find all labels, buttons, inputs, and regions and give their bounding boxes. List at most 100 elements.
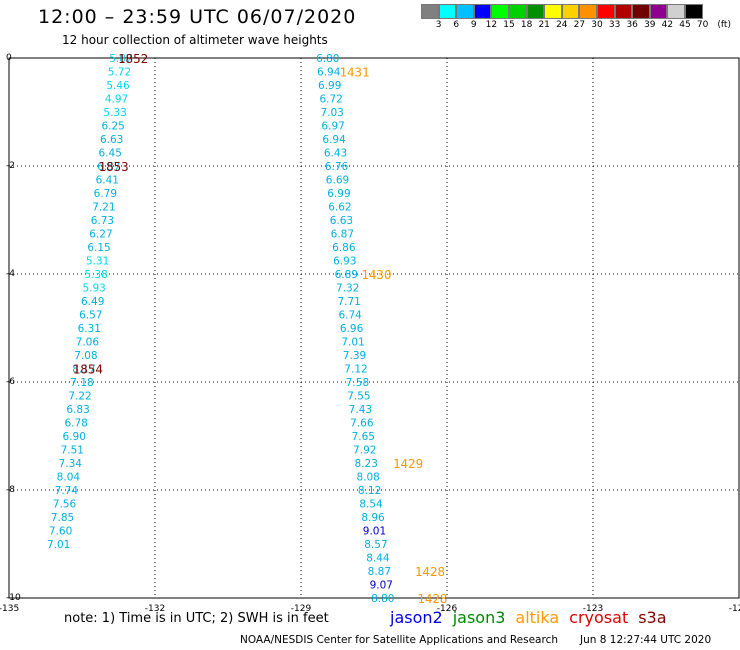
legend-label: 12 xyxy=(485,20,498,30)
wave-height-label: 7.55 xyxy=(347,391,370,403)
map-grid xyxy=(9,58,739,598)
wave-height-label: 7.60 xyxy=(49,526,72,538)
wave-height-label: 6.78 xyxy=(64,418,87,430)
wave-height-label: 6.83 xyxy=(66,404,89,416)
legend-swatch xyxy=(649,4,668,19)
map-subtitle: 12 hour collection of altimeter wave hei… xyxy=(62,33,328,47)
legend-swatch xyxy=(544,4,562,19)
pass-time-label: 1852 xyxy=(118,51,148,66)
footer-timestamp: Jun 8 12:27:44 UTC 2020 xyxy=(580,634,712,646)
x-tick-label: -126 xyxy=(437,604,458,614)
wave-height-label: 8.12 xyxy=(358,485,381,497)
legend-swatch xyxy=(632,4,650,19)
satellite-jason2: jason2 xyxy=(390,608,443,627)
wave-height-label: 7.06 xyxy=(76,337,100,349)
pass-time-label: 1430 xyxy=(361,267,391,282)
wave-height-label: 6.89 xyxy=(335,269,358,281)
wave-height-label: 7.66 xyxy=(350,418,374,430)
wave-height-label: 6.73 xyxy=(91,215,114,227)
y-tick-label: -6 xyxy=(6,377,15,387)
wave-height-label: 6.94 xyxy=(317,67,341,79)
wave-height-label: 6.25 xyxy=(101,121,124,133)
pass-time-label: 1431 xyxy=(339,65,369,80)
satellite-s3a: s3a xyxy=(638,608,667,627)
wave-height-label: 7.56 xyxy=(53,499,77,511)
wave-height-label: 5.87 xyxy=(109,53,132,65)
legend-swatch xyxy=(508,4,527,19)
pass-time-label: 1428 xyxy=(417,591,447,606)
wave-height-label: 6.80 xyxy=(316,53,339,65)
legend-label: 70 xyxy=(696,20,709,30)
satellite-cryosat: cryosat xyxy=(569,608,629,627)
wave-height-label: 7.92 xyxy=(353,445,376,457)
legend-swatch xyxy=(561,4,580,19)
y-tick-label: -10 xyxy=(6,593,21,603)
wave-height-label: 7.01 xyxy=(341,337,364,349)
y-tick-label: -2 xyxy=(6,161,15,171)
wave-height-label: 7.12 xyxy=(344,364,367,376)
wave-height-label: 7.85 xyxy=(51,512,74,524)
wave-height-label: 7.22 xyxy=(68,391,91,403)
wave-height-label: 6.72 xyxy=(319,94,342,106)
wave-height-label: 8.87 xyxy=(368,566,391,578)
wave-height-label: 7.39 xyxy=(343,350,366,362)
wave-height-label: 6.57 xyxy=(79,310,102,322)
wave-height-label: 7.21 xyxy=(92,202,115,214)
pass-time-label: 1854 xyxy=(73,362,103,377)
wave-height-label: 7.71 xyxy=(337,296,360,308)
axis-ticks: -135 -132 -129 -126 -123 -120 0 -2 -4 -6 -8 -10 xyxy=(0,53,740,614)
pass-time-label: 1429 xyxy=(393,456,423,471)
wave-height-label: 7.65 xyxy=(352,431,375,443)
west-track: 5.875.725.464.975.336.256.636.456.576.41… xyxy=(47,51,148,551)
wave-height-label: 6.63 xyxy=(100,134,123,146)
wave-height-label: 6.90 xyxy=(63,431,86,443)
footer-credit: NOAA/NESDIS Center for Satellite Applica… xyxy=(240,634,558,646)
wave-height-label: 8.17 xyxy=(72,364,95,376)
legend-labels: 3 6 9 12 15 18 21 24 27 30 33 36 39 42 45 70 (ft) xyxy=(421,19,740,33)
satellite-altika: altika xyxy=(515,608,560,627)
wave-height-label: 8.96 xyxy=(361,512,385,524)
wave-height-label: 6.97 xyxy=(321,121,344,133)
legend-swatch xyxy=(526,4,545,19)
legend-label: 27 xyxy=(573,20,586,30)
wave-height-label: 8.04 xyxy=(57,472,81,484)
wave-height-label: 7.58 xyxy=(346,377,369,389)
wave-height-label: 6.57 xyxy=(97,161,120,173)
wave-height-label: 7.01 xyxy=(47,539,70,551)
wave-height-label: 6.49 xyxy=(81,296,104,308)
wave-height-label: 6.63 xyxy=(330,215,353,227)
wave-height-label: 6.99 xyxy=(327,188,350,200)
legend-label: 21 xyxy=(538,20,550,30)
wave-height-label: 7.74 xyxy=(55,485,79,497)
y-tick-label: -4 xyxy=(6,269,15,279)
legend-swatch xyxy=(579,4,597,19)
wave-height-label: 6.74 xyxy=(338,310,362,322)
wave-height-label: 6.31 xyxy=(78,323,101,335)
legend-swatch xyxy=(491,4,509,19)
wave-height-label: 5.93 xyxy=(82,283,105,295)
legend-label: 9 xyxy=(470,20,477,30)
wave-height-label: 6.41 xyxy=(96,175,119,187)
wave-height-label: 5.31 xyxy=(86,256,109,268)
wave-height-label: 6.43 xyxy=(324,148,347,160)
legend-label: 33 xyxy=(608,20,621,30)
x-tick-label: -135 xyxy=(0,604,19,614)
wave-height-label: 9.07 xyxy=(370,580,393,592)
wave-height-label: 6.27 xyxy=(89,229,112,241)
wave-height-label: 7.51 xyxy=(61,445,84,457)
wave-height-label: 6.86 xyxy=(332,242,356,254)
wave-height-label: 6.94 xyxy=(322,134,346,146)
legend-label: 6 xyxy=(453,20,460,30)
altimeter-tracks: 5.875.725.464.975.336.256.636.456.576.41… xyxy=(47,51,448,606)
east-track: 6.806.946.996.727.036.976.946.436.766.69… xyxy=(316,53,447,606)
legend-swatch xyxy=(667,4,685,19)
legend-label: (ft) xyxy=(717,20,731,30)
legend-swatch xyxy=(684,4,703,19)
legend-swatch xyxy=(438,4,457,19)
wave-height-label: 6.62 xyxy=(328,202,351,214)
wave-height-label: 6.76 xyxy=(325,161,349,173)
wave-height-label: 7.08 xyxy=(74,350,97,362)
satellite-legend: jason2 jason3 altika cryosat s3a xyxy=(390,608,677,627)
y-tick-label: 0 xyxy=(6,53,12,63)
wave-height-label: 8.44 xyxy=(366,553,390,565)
